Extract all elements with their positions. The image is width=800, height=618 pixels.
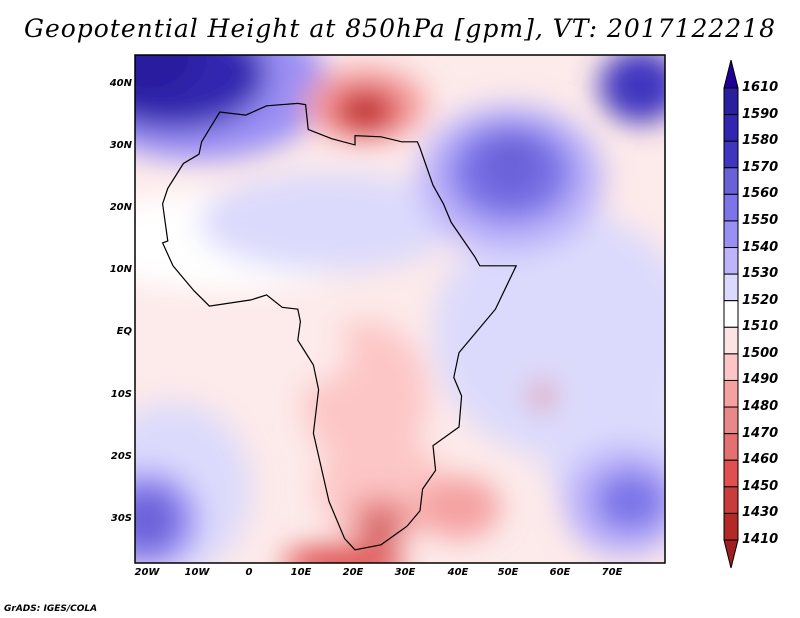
height-contour-region (198, 172, 459, 272)
colorbar (723, 59, 739, 569)
height-contour-region (479, 135, 543, 198)
colorbar-label: 1590 (742, 106, 779, 122)
height-contour-region (344, 95, 387, 127)
grads-credit: GrADS: IGES/COLA (4, 604, 98, 614)
lon-label: 30E (394, 567, 416, 578)
colorbar-label: 1550 (742, 212, 779, 228)
colorbar-segment (723, 326, 739, 355)
lon-label: 70E (601, 567, 623, 578)
colorbar-label: 1470 (742, 425, 779, 441)
africa-coastline (161, 102, 518, 551)
colorbar-segment (723, 486, 739, 514)
colorbar-label: 1460 (742, 452, 779, 468)
lat-label: 40N (109, 78, 132, 89)
colorbar-label: 1610 (742, 80, 779, 95)
height-contour-region (135, 489, 179, 551)
lat-label: 10N (109, 264, 132, 275)
colorbar-label: 1530 (742, 266, 779, 282)
height-contour-region (531, 383, 553, 409)
colorbar-segment (723, 87, 739, 116)
colorbar-label: 1540 (742, 239, 779, 255)
lon-label: 10E (290, 567, 312, 578)
colorbar-bottom-arrow (723, 539, 739, 569)
height-contour-region (204, 315, 350, 390)
map-frame (134, 54, 666, 564)
colorbar-segment (723, 459, 739, 488)
lon-label: 40E (447, 567, 469, 578)
lat-label: 20S (110, 451, 132, 462)
colorbar-label: 1490 (742, 372, 779, 388)
colorbar-label: 1510 (742, 319, 779, 335)
map-title: Geopotential Height at 850hPa [gpm], VT:… (23, 14, 777, 43)
lat-label: 10S (110, 389, 132, 400)
lat-label: 30N (109, 140, 132, 151)
lon-label: 60E (549, 567, 571, 578)
colorbar-segment (723, 273, 739, 302)
height-contour-region (599, 55, 665, 124)
height-contour-region (417, 476, 501, 539)
colorbar-label: 1500 (742, 345, 779, 361)
colorbar-top-arrow (723, 59, 739, 89)
lon-label: 10W (184, 567, 210, 578)
colorbar-segment (723, 300, 739, 328)
height-contour-region (594, 470, 665, 533)
height-contour-region (365, 520, 397, 545)
colorbar-segment (723, 167, 739, 195)
lon-label: 50E (497, 567, 519, 578)
height-contour-region (282, 544, 407, 563)
colorbar-label: 1430 (742, 505, 779, 521)
lat-label: EQ (116, 326, 132, 337)
colorbar-label: 1410 (742, 532, 779, 547)
colorbar-segment (723, 353, 739, 381)
colorbar-label: 1520 (742, 292, 779, 308)
colorbar-segment (723, 406, 739, 435)
colorbar-segment (723, 140, 739, 169)
colorbar-segment (723, 512, 739, 541)
colorbar-label: 1560 (742, 186, 779, 202)
colorbar-segment (723, 379, 739, 408)
height-contour-region (135, 55, 199, 99)
colorbar-segment (723, 220, 739, 249)
lon-label: 0 (245, 567, 253, 578)
colorbar-segment (723, 114, 739, 142)
colorbar-segment (723, 433, 739, 461)
colorbar-segment (723, 193, 739, 222)
lat-label: 30S (110, 513, 132, 524)
colorbar-label: 1450 (742, 478, 779, 494)
colorbar-segment (723, 247, 739, 275)
lon-label: 20W (134, 567, 160, 578)
colorbar-label: 1480 (742, 399, 779, 415)
lat-label: 20N (109, 202, 132, 213)
lon-label: 20E (342, 567, 364, 578)
height-contour-region (318, 433, 444, 545)
colorbar-label: 1580 (742, 133, 779, 149)
colorbar-label: 1570 (742, 159, 779, 175)
